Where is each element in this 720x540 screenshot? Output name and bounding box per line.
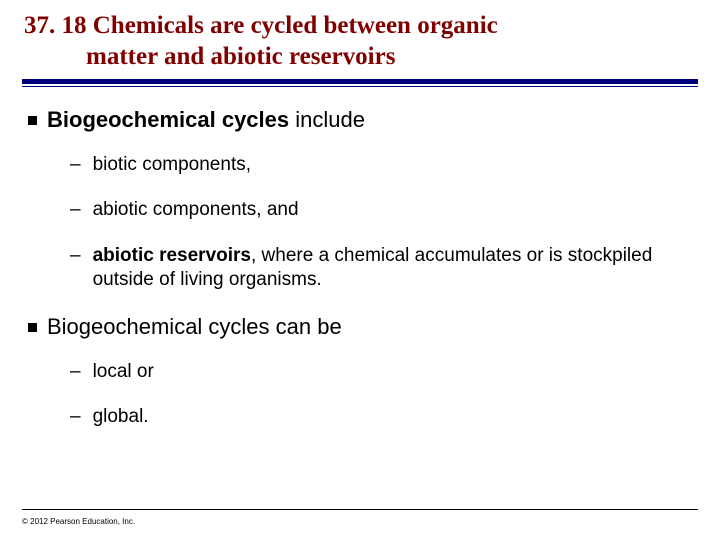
bullet-level2: – abiotic reservoirs, where a chemical a… xyxy=(70,244,698,292)
bold-term: Biogeochemical cycles xyxy=(47,107,289,132)
slide-body: Biogeochemical cycles include – biotic c… xyxy=(22,107,698,430)
bullet-level2: – local or xyxy=(70,360,698,384)
slide: 37. 18 Chemicals are cycled between orga… xyxy=(0,0,720,540)
title-rule-thin xyxy=(22,86,698,87)
bullet-text: abiotic components, and xyxy=(93,198,299,222)
bullet-text: biotic components, xyxy=(93,153,251,177)
square-bullet-icon xyxy=(28,116,37,125)
bullet-text: global. xyxy=(93,405,149,429)
footer-rule xyxy=(22,509,698,510)
bullet-level2: – global. xyxy=(70,405,698,429)
title-rule-thick xyxy=(22,79,698,84)
bullet-level1: Biogeochemical cycles include xyxy=(28,107,698,133)
title-line-1: 37. 18 Chemicals are cycled between orga… xyxy=(24,12,498,39)
bullet-rest: include xyxy=(289,107,365,132)
bullet-level2: – abiotic components, and xyxy=(70,198,698,222)
dash-bullet-icon: – xyxy=(70,153,81,177)
title-line-2: matter and abiotic reservoirs xyxy=(24,41,698,72)
bullet-level2: – biotic components, xyxy=(70,153,698,177)
bullet-text: abiotic reservoirs, where a chemical acc… xyxy=(93,244,698,292)
bullet-text: Biogeochemical cycles can be xyxy=(47,314,342,340)
bullet-text: local or xyxy=(93,360,154,384)
bullet-level1: Biogeochemical cycles can be xyxy=(28,314,698,340)
dash-bullet-icon: – xyxy=(70,198,81,222)
slide-title: 37. 18 Chemicals are cycled between orga… xyxy=(24,10,698,73)
dash-bullet-icon: – xyxy=(70,360,81,384)
bold-term: abiotic reservoirs xyxy=(93,245,251,266)
copyright-text: © 2012 Pearson Education, Inc. xyxy=(22,517,135,526)
square-bullet-icon xyxy=(28,323,37,332)
dash-bullet-icon: – xyxy=(70,244,81,268)
bullet-text: Biogeochemical cycles include xyxy=(47,107,365,133)
dash-bullet-icon: – xyxy=(70,405,81,429)
